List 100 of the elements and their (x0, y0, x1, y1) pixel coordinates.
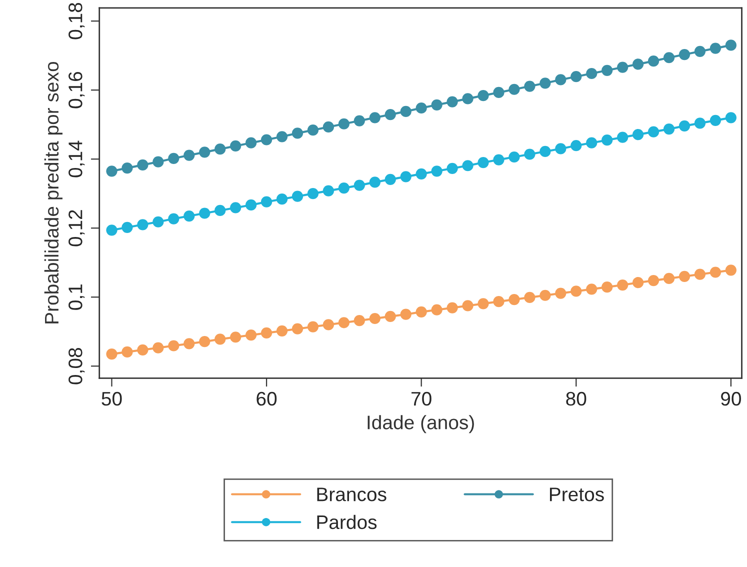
point (322, 185, 334, 196)
point (555, 288, 566, 299)
point (678, 120, 690, 132)
point (416, 306, 427, 318)
point (602, 64, 613, 76)
point (648, 274, 660, 286)
legend-label: Pardos (317, 514, 377, 530)
point (478, 90, 489, 102)
point (508, 294, 520, 306)
point (710, 42, 722, 54)
point (168, 340, 180, 352)
point (555, 74, 566, 86)
point (508, 151, 520, 163)
point (260, 134, 272, 146)
point (462, 300, 474, 312)
point (446, 96, 458, 108)
point (586, 284, 598, 295)
point (276, 325, 288, 336)
point (230, 332, 242, 343)
legend-label: Pretos (550, 488, 604, 502)
point (137, 219, 148, 230)
point (524, 292, 536, 303)
point (307, 321, 319, 332)
point (416, 102, 427, 114)
point (446, 162, 458, 174)
point (540, 78, 551, 89)
x-tick-label: 80 (566, 392, 586, 406)
point (307, 188, 319, 200)
point (678, 48, 690, 60)
point (338, 182, 350, 194)
point (230, 202, 242, 214)
point (168, 213, 180, 224)
point (369, 312, 380, 324)
point (431, 304, 442, 316)
y-axis-title: Probabilidade predita por sexo (44, 62, 62, 324)
point (617, 62, 628, 73)
point (663, 272, 675, 284)
point (508, 84, 520, 95)
point (338, 118, 350, 130)
point (524, 148, 536, 160)
point (431, 99, 442, 110)
point (307, 124, 319, 136)
point (276, 131, 288, 142)
point (570, 71, 582, 82)
point (199, 146, 210, 158)
point (400, 171, 412, 182)
point (540, 290, 551, 301)
point (322, 319, 334, 330)
point (586, 137, 598, 148)
point (678, 270, 690, 282)
point (199, 336, 210, 348)
point (369, 176, 380, 188)
point (725, 264, 736, 276)
point (338, 317, 350, 328)
point (710, 114, 722, 126)
point (184, 210, 195, 222)
point (260, 327, 272, 339)
point (354, 180, 365, 191)
point (431, 166, 442, 177)
point (292, 128, 304, 139)
point (632, 58, 644, 70)
x-tick-label: 60 (256, 392, 277, 406)
point (416, 168, 427, 180)
point (354, 315, 365, 326)
y-tick-label: 0,08 (68, 348, 85, 384)
point (493, 154, 504, 166)
point (725, 112, 736, 124)
point (478, 298, 489, 310)
point (663, 52, 675, 64)
point (152, 156, 164, 168)
point (493, 86, 504, 98)
point (540, 146, 551, 158)
point (570, 140, 582, 152)
x-tick-label: 70 (412, 392, 432, 406)
point (106, 166, 118, 177)
point (122, 162, 133, 174)
point (292, 190, 304, 202)
x-axis-title: Idade (anos) (368, 415, 474, 434)
point (137, 344, 148, 356)
point (400, 106, 412, 118)
legend-label: Brancos (317, 488, 386, 502)
point (260, 196, 272, 208)
point (369, 112, 380, 124)
point (632, 277, 644, 288)
point (648, 56, 660, 67)
point (137, 159, 148, 170)
y-tick-label: 0,1 (68, 284, 85, 310)
point (276, 194, 288, 205)
point (462, 160, 474, 172)
point (168, 152, 180, 164)
point (400, 308, 412, 320)
point (322, 121, 334, 133)
point (617, 279, 628, 291)
point (246, 137, 257, 148)
point (694, 118, 706, 129)
point (246, 330, 257, 341)
point (246, 199, 257, 211)
point (725, 40, 736, 51)
point (230, 140, 242, 152)
point (524, 80, 536, 92)
